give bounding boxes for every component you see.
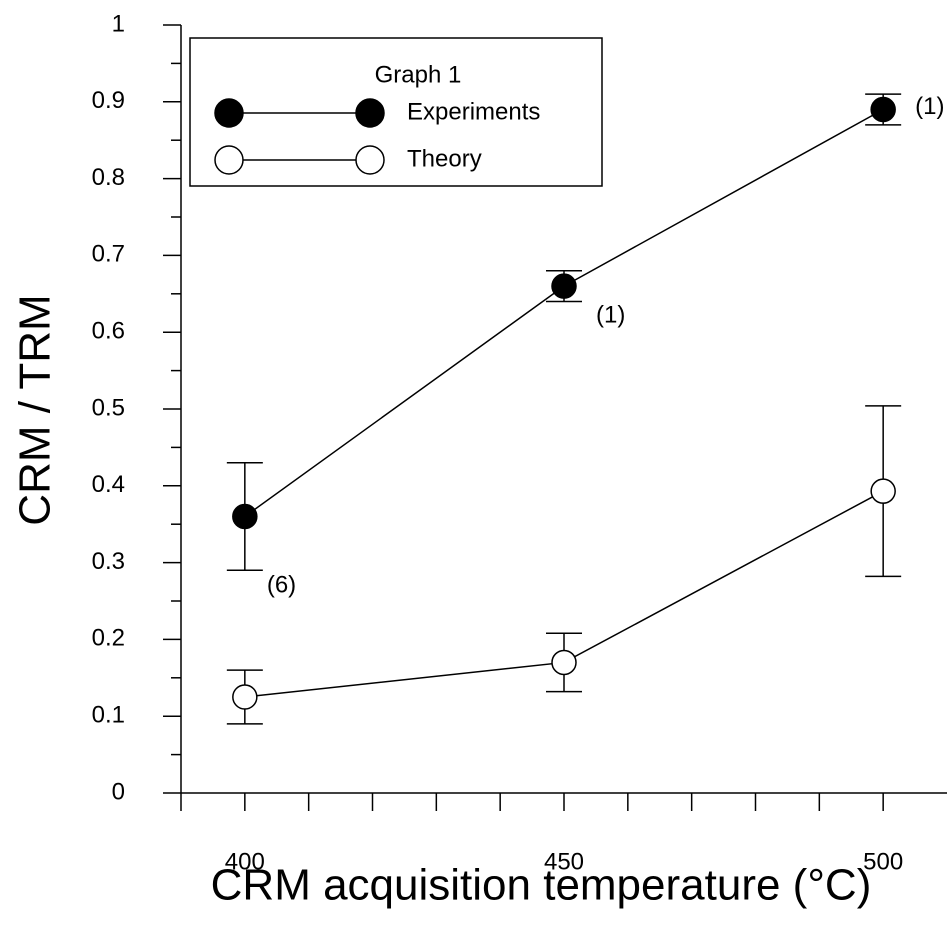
data-point [870,96,896,123]
y-axis-label: CRM / TRM [11,294,60,525]
legend-box [189,37,603,187]
x-tick-label: 500 [863,848,903,875]
y-tick-label: 0 [112,778,125,805]
x-tick-label: 450 [544,848,584,875]
legend-label: Theory [407,145,482,172]
y-tick-label: 0.9 [92,87,125,114]
legend-label: Experiments [407,98,540,125]
y-tick-label: 0.8 [92,164,125,191]
y-tick-label: 0.3 [92,548,125,575]
data-point [232,684,258,710]
y-tick-label: 1 [112,10,125,37]
data-point [551,649,577,676]
annotation: (1) [915,93,944,120]
y-tick-label: 0.4 [92,471,125,498]
y-tick-label: 0.1 [92,702,125,729]
annotation: (1) [596,301,625,328]
legend-marker [214,145,244,175]
legend-marker [355,145,385,175]
y-tick-label: 0.6 [92,318,125,345]
legend-marker [214,98,244,128]
data-point [870,478,896,504]
y-tick-label: 0.7 [92,241,125,268]
legend-marker [355,98,385,128]
legend-title: Graph 1 [375,61,462,88]
x-tick-label: 400 [225,848,265,875]
annotation: (6) [267,572,296,599]
x-axis-label: CRM acquisition temperature (°C) [211,861,872,910]
data-point [551,273,577,299]
y-tick-label: 0.5 [92,394,125,421]
y-tick-label: 0.2 [92,625,125,652]
data-point [232,503,258,530]
